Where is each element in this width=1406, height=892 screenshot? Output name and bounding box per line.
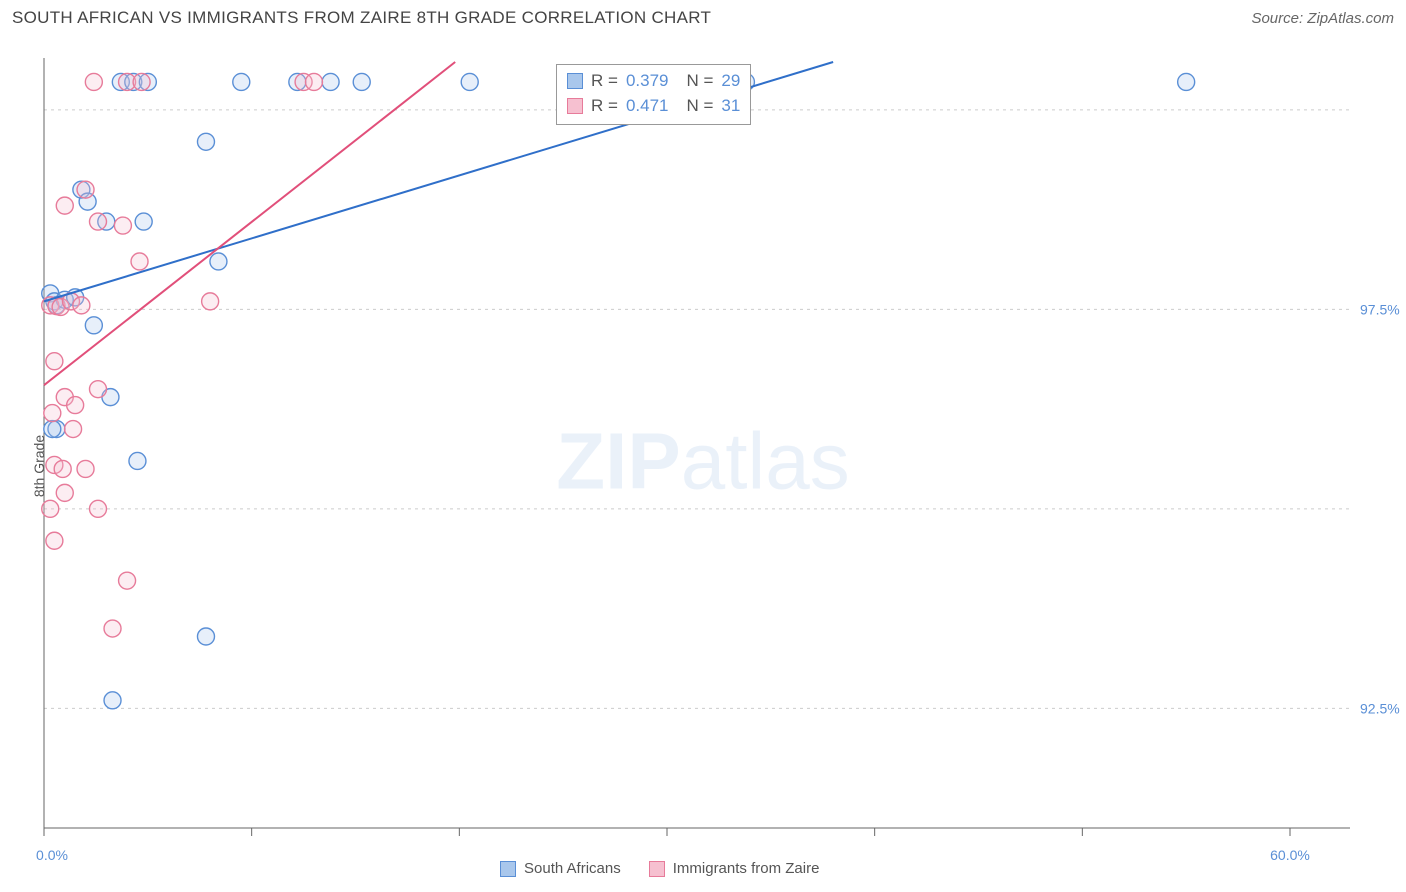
legend-label: South Africans — [524, 860, 621, 877]
legend: South Africans Immigrants from Zaire — [500, 860, 819, 877]
stats-swatch — [567, 98, 583, 114]
stats-r-value: 0.379 — [626, 69, 669, 94]
stats-r-value: 0.471 — [626, 94, 669, 119]
svg-text:60.0%: 60.0% — [1270, 847, 1310, 863]
legend-swatch — [649, 861, 665, 877]
stats-r-label: R = — [591, 94, 618, 119]
legend-item: South Africans — [500, 860, 621, 877]
stats-n-value: 29 — [721, 69, 740, 94]
stats-n-value: 31 — [721, 94, 740, 119]
svg-text:0.0%: 0.0% — [36, 847, 68, 863]
stats-r-label: R = — [591, 69, 618, 94]
stats-n-label: N = — [686, 69, 713, 94]
svg-text:92.5%: 92.5% — [1360, 700, 1400, 716]
stats-row: R = 0.379 N = 29 — [567, 69, 740, 94]
scatter-chart-svg: 92.5% 97.5% 0.0% 60.0% — [0, 40, 1406, 892]
legend-item: Immigrants from Zaire — [649, 860, 820, 877]
stats-row: R = 0.471 N = 31 — [567, 94, 740, 119]
legend-swatch — [500, 861, 516, 877]
source-attribution: Source: ZipAtlas.com — [1251, 10, 1394, 27]
legend-label: Immigrants from Zaire — [673, 860, 820, 877]
chart-title: SOUTH AFRICAN VS IMMIGRANTS FROM ZAIRE 8… — [12, 8, 711, 28]
stats-swatch — [567, 73, 583, 89]
correlation-stats-box: R = 0.379 N = 29 R = 0.471 N = 31 — [556, 64, 751, 125]
chart-area: 8th Grade ZIPatlas 92.5%97.5%0.0%60.0% R… — [0, 40, 1406, 892]
svg-text:97.5%: 97.5% — [1360, 301, 1400, 317]
stats-n-label: N = — [686, 94, 713, 119]
